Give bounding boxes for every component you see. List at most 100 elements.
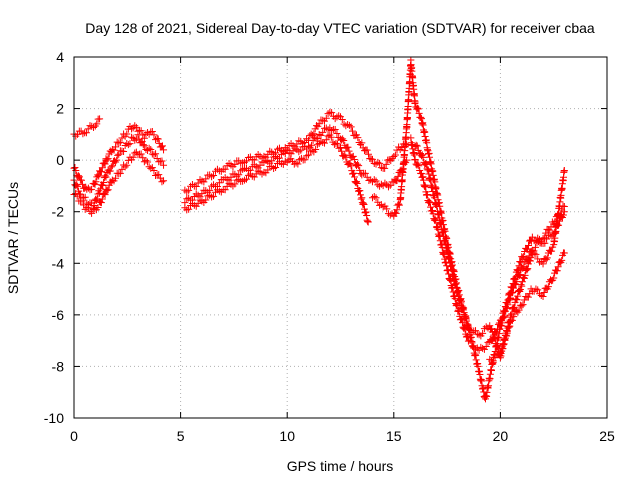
data-point: [456, 296, 464, 304]
data-point: [134, 131, 142, 139]
data-point: [84, 204, 92, 212]
data-point: [79, 130, 87, 138]
data-point: [305, 151, 313, 159]
data-point: [381, 179, 389, 187]
data-point: [363, 216, 371, 224]
data-point: [132, 123, 140, 131]
data-point: [113, 156, 121, 164]
data-point: [330, 140, 338, 148]
data-point: [422, 160, 430, 168]
data-point: [454, 288, 462, 296]
data-point: [321, 117, 329, 125]
data-point: [411, 98, 419, 106]
data-point: [134, 151, 142, 159]
data-point: [370, 192, 378, 200]
data-point: [147, 145, 155, 153]
data-point: [524, 245, 532, 253]
data-point: [319, 128, 327, 136]
data-point: [158, 178, 166, 186]
data-point: [487, 367, 495, 375]
data-point: [72, 182, 80, 190]
data-point: [393, 206, 401, 214]
data-point: [82, 129, 90, 137]
data-point: [463, 317, 471, 325]
data-point: [532, 250, 540, 258]
data-point: [544, 283, 552, 291]
x-tick-label: 15: [386, 428, 402, 444]
data-point: [121, 141, 129, 149]
data-point: [543, 235, 551, 243]
data-point: [508, 284, 516, 292]
data-point: [344, 120, 352, 128]
data-point: [386, 211, 394, 219]
data-point: [124, 156, 132, 164]
series-trace-a: [70, 115, 104, 140]
data-point: [376, 159, 384, 167]
data-point: [115, 150, 123, 158]
data-point: [479, 329, 487, 337]
data-point: [372, 160, 380, 168]
data-point: [490, 333, 498, 341]
data-point: [415, 162, 423, 170]
data-point: [148, 164, 156, 172]
data-point: [94, 204, 102, 212]
data-point: [454, 292, 462, 300]
data-point: [137, 127, 145, 135]
data-point: [357, 195, 365, 203]
data-point: [394, 172, 402, 180]
data-point: [475, 346, 483, 354]
data-point: [138, 138, 146, 146]
data-point: [190, 201, 198, 209]
data-point: [503, 332, 511, 340]
data-point: [152, 171, 160, 179]
data-point: [72, 166, 80, 174]
data-point: [155, 158, 163, 166]
data-point: [385, 156, 393, 164]
data-point: [145, 163, 153, 171]
data-point: [108, 162, 116, 170]
data-point: [374, 158, 382, 166]
data-point: [473, 330, 481, 338]
series-trace-c: [70, 131, 168, 213]
data-point: [333, 140, 341, 148]
data-point: [112, 174, 120, 182]
data-point: [292, 159, 300, 167]
data-point: [92, 178, 100, 186]
data-point: [90, 124, 98, 132]
data-point: [74, 182, 82, 190]
plot-frame: [73, 56, 608, 419]
data-point: [491, 353, 499, 361]
data-point: [517, 281, 525, 289]
data-point: [332, 139, 340, 147]
data-point: [90, 202, 98, 210]
data-point: [160, 146, 168, 154]
data-point: [554, 263, 562, 271]
data-point: [509, 280, 517, 288]
data-point: [328, 126, 336, 134]
data-point: [350, 156, 358, 164]
data-point: [477, 343, 485, 351]
data-point: [423, 191, 431, 199]
data-point: [415, 109, 423, 117]
data-point: [543, 254, 551, 262]
data-point: [75, 172, 83, 180]
data-point: [361, 169, 369, 177]
data-point: [301, 156, 309, 164]
data-point: [139, 141, 147, 149]
data-point: [194, 191, 202, 199]
data-point: [328, 109, 336, 117]
data-point: [348, 127, 356, 135]
data-point: [560, 208, 568, 216]
data-point: [497, 316, 505, 324]
data-point: [479, 344, 487, 352]
data-point: [231, 170, 239, 178]
data-point: [556, 258, 564, 266]
data-point: [131, 136, 139, 144]
data-point: [458, 315, 466, 323]
data-point: [327, 133, 335, 141]
data-point: [412, 141, 420, 149]
data-point: [350, 173, 358, 181]
data-point: [100, 178, 108, 186]
data-point: [227, 161, 235, 169]
